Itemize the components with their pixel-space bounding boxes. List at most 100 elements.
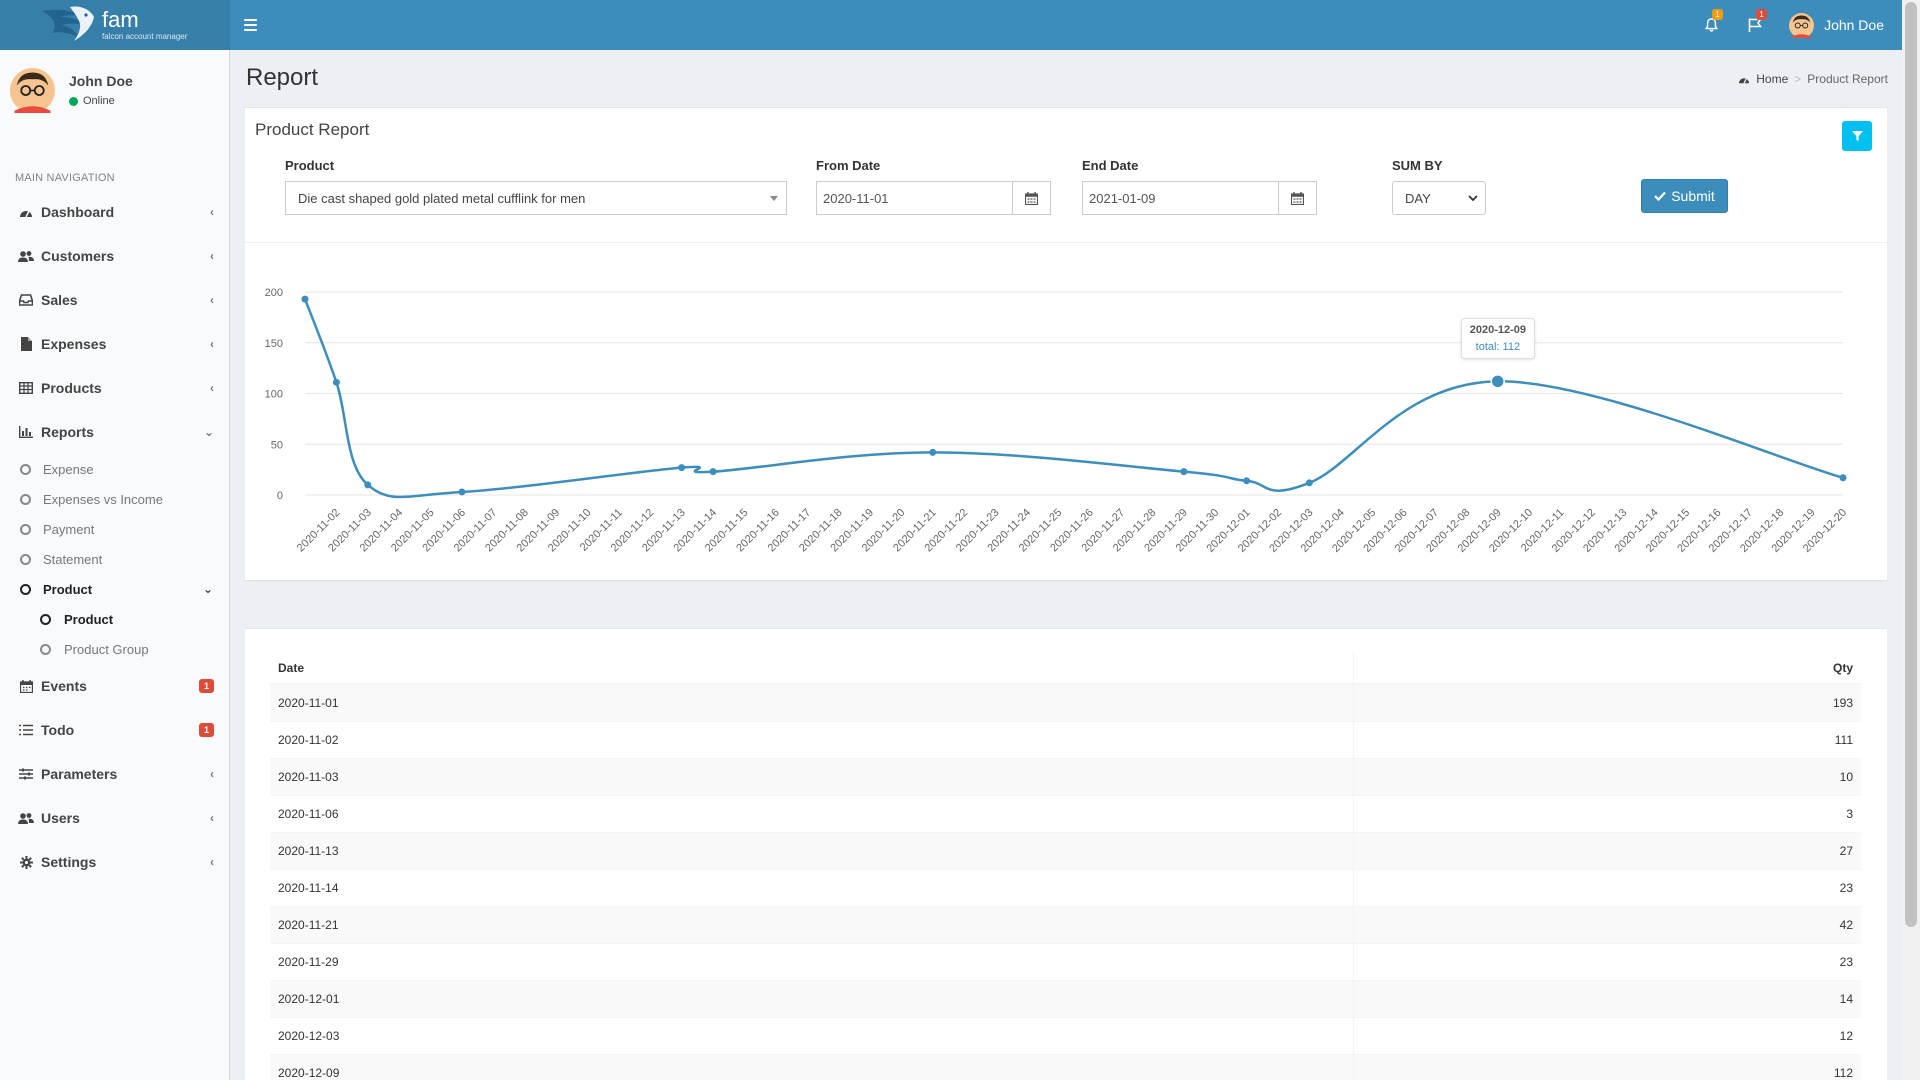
end-date-calendar-button[interactable] (1279, 181, 1317, 215)
sidebar-subitem-expense[interactable]: Expense (0, 454, 229, 484)
sum-by-select[interactable]: DAY (1392, 181, 1486, 215)
page-scrollbar[interactable] (1902, 0, 1920, 1080)
cell-qty: 27 (1352, 831, 1861, 869)
box-title: Product Report (255, 120, 370, 139)
data-point[interactable] (1180, 468, 1188, 476)
circle-icon (40, 613, 51, 625)
chevron-down-icon: ⌄ (203, 425, 214, 439)
sidebar-item-expenses[interactable]: Expenses ‹ (0, 322, 229, 366)
tooltip-value: total: 112 (1475, 341, 1521, 354)
falcon-logo-icon (40, 3, 98, 47)
sidebar-subitem-product[interactable]: Product ⌄ (0, 574, 229, 604)
cell-qty: 12 (1352, 1016, 1861, 1054)
column-header-qty[interactable]: Qty (1352, 652, 1861, 685)
report-table: Date Qty 2020-11-01 193 2020-11-02 111 2020-… (270, 652, 1861, 1080)
logo-tagline: falcon account manager (102, 32, 188, 41)
y-tick-label: 50 (271, 439, 283, 451)
sidebar-subsubitem-product-group[interactable]: Product Group (0, 634, 229, 664)
filter-button[interactable] (1842, 121, 1872, 151)
sidebar-subitem-statement[interactable]: Statement (0, 544, 229, 574)
cell-date: 2020-12-09 (270, 1053, 1354, 1080)
sidebar-item-parameters[interactable]: Parameters ‹ (0, 752, 229, 796)
sidebar-subitem-expenses-vs-income[interactable]: Expenses vs Income (0, 484, 229, 514)
user-menu[interactable]: John Doe (1777, 12, 1890, 38)
table-row: 2020-11-06 3 (270, 794, 1861, 832)
menu-icon (244, 19, 257, 21)
product-label: Product (285, 158, 335, 173)
logo[interactable]: fam falcon account manager (0, 0, 230, 50)
dashboard-icon (1739, 77, 1750, 84)
chevron-left-icon: ‹ (210, 855, 214, 869)
table-header-row: Date Qty (270, 652, 1861, 685)
from-date-calendar-button[interactable] (1013, 181, 1051, 215)
page-title: Report (246, 64, 319, 91)
end-date-label: End Date (1082, 158, 1139, 173)
tooltip-date: 2020-12-09 (1469, 324, 1527, 337)
data-point[interactable] (458, 488, 466, 496)
users-icon (18, 812, 34, 824)
table-row: 2020-12-09 112 (270, 1053, 1861, 1080)
table-row: 2020-11-21 42 (270, 905, 1861, 943)
data-point[interactable] (678, 464, 686, 472)
y-tick-label: 0 (277, 490, 283, 502)
product-select[interactable]: Die cast shaped gold plated metal cuffli… (285, 181, 787, 215)
sidebar-item-todo[interactable]: Todo 1 (0, 708, 229, 752)
data-point[interactable] (709, 468, 717, 476)
breadcrumb: Home > Product Report (1738, 72, 1888, 86)
cell-date: 2020-11-14 (270, 868, 1354, 906)
data-point[interactable] (1305, 479, 1313, 487)
sidebar-toggle-button[interactable] (244, 15, 264, 35)
circle-icon (20, 493, 31, 505)
sidebar-item-users[interactable]: Users ‹ (0, 796, 229, 840)
sidebar-item-dashboard[interactable]: Dashboard ‹ (0, 190, 229, 234)
sidebar-item-customers[interactable]: Customers ‹ (0, 234, 229, 278)
cell-qty: 111 (1352, 720, 1861, 758)
data-point[interactable] (332, 378, 340, 386)
from-date-input[interactable] (816, 181, 1013, 215)
events-badge: 1 (198, 679, 214, 693)
table-icon (19, 382, 33, 394)
bar-chart-icon (19, 426, 33, 438)
submit-button[interactable]: Submit (1641, 179, 1728, 213)
circle-icon (20, 553, 31, 565)
product-chart: 0 50 100 150 200 2020-11-02 2020-11-03 2020-11-… (245, 248, 1887, 578)
data-point[interactable] (364, 481, 372, 489)
chevron-left-icon: ‹ (210, 381, 214, 395)
user-status: Online (69, 95, 133, 107)
table-row: 2020-11-13 27 (270, 831, 1861, 869)
data-point[interactable] (301, 295, 309, 303)
data-point[interactable] (929, 448, 937, 456)
divider (245, 242, 1887, 243)
data-point[interactable] (1243, 477, 1251, 485)
cell-qty: 3 (1352, 794, 1861, 832)
flags-button[interactable]: 1 (1733, 0, 1777, 50)
y-tick-label: 150 (265, 338, 283, 350)
breadcrumb-home-link[interactable]: Home (1756, 72, 1789, 86)
calendar-icon (1025, 191, 1038, 205)
table-row: 2020-11-14 23 (270, 868, 1861, 906)
series-line (303, 298, 1844, 499)
scrollbar-thumb[interactable] (1905, 2, 1917, 927)
data-point[interactable] (1839, 474, 1847, 482)
data-point[interactable] (1490, 374, 1505, 389)
table-row: 2020-11-02 111 (270, 720, 1861, 758)
sidebar: John Doe Online MAIN NAVIGATION Dashboar… (0, 50, 230, 1080)
notifications-button[interactable]: 1 (1689, 0, 1733, 50)
chevron-left-icon: ‹ (210, 337, 214, 351)
sidebar-item-events[interactable]: Events 1 (0, 664, 229, 708)
sidebar-subsubitem-product[interactable]: Product (0, 604, 229, 634)
sidebar-item-products[interactable]: Products ‹ (0, 366, 229, 410)
cell-date: 2020-11-06 (270, 794, 1354, 832)
sum-by-label: SUM BY (1392, 158, 1443, 173)
header-user-name: John Doe (1824, 17, 1884, 33)
end-date-input[interactable] (1082, 181, 1279, 215)
sidebar-subitem-payment[interactable]: Payment (0, 514, 229, 544)
sidebar-item-settings[interactable]: Settings ‹ (0, 840, 229, 884)
cell-qty: 10 (1352, 757, 1861, 795)
cell-date: 2020-11-03 (270, 757, 1354, 795)
circle-icon (20, 583, 31, 595)
line-chart: 0501001502002020-11-022020-11-032020-11-… (265, 287, 1849, 555)
sidebar-item-sales[interactable]: Sales ‹ (0, 278, 229, 322)
column-header-date[interactable]: Date (270, 652, 1354, 685)
sidebar-item-reports[interactable]: Reports ⌄ (0, 410, 229, 454)
